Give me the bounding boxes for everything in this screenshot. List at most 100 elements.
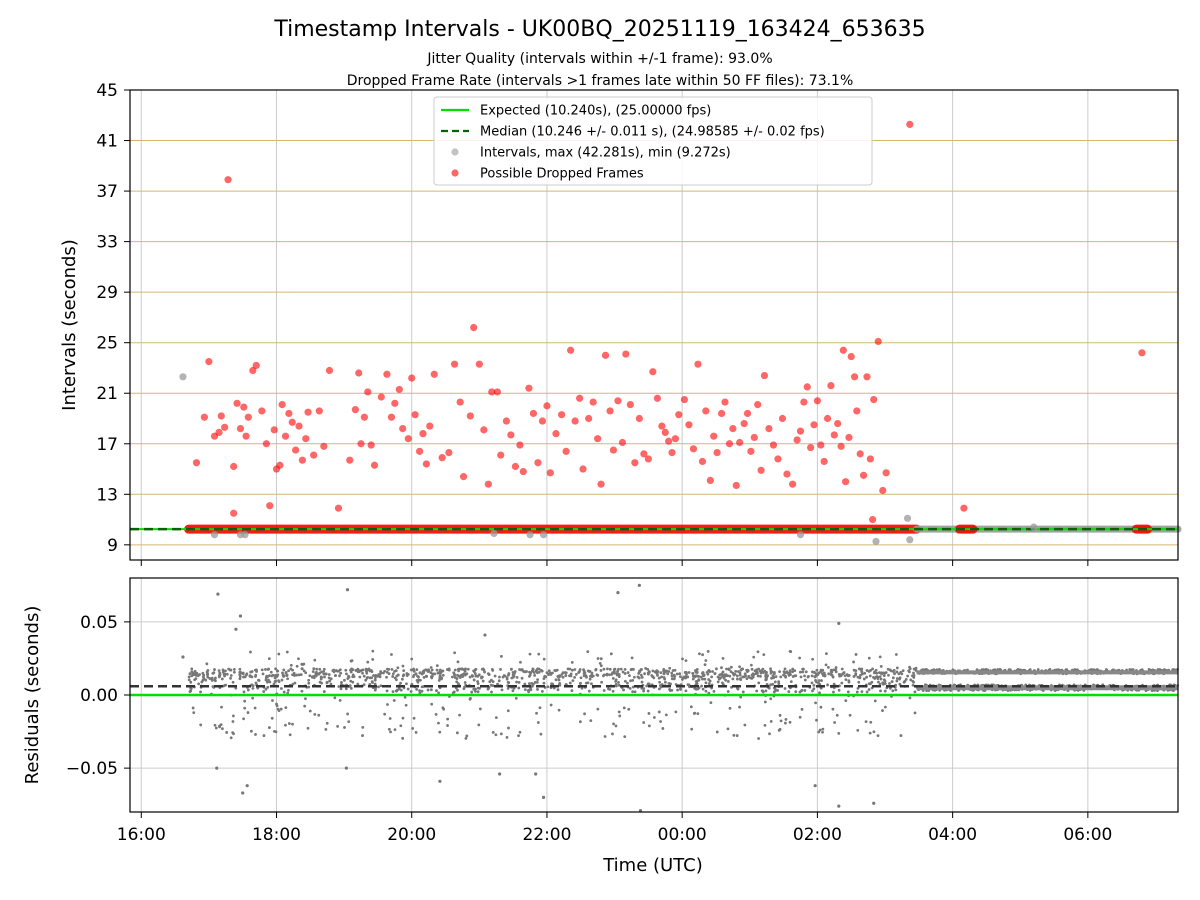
legend-entry-2: Intervals, max (42.281s), min (9.272s) [480, 146, 731, 161]
residual-point-12 [344, 766, 348, 770]
dropped-frame-point-74 [511, 462, 519, 471]
dropped-frame-point-46 [383, 370, 391, 378]
dropped-frame-point-96 [609, 446, 618, 454]
dropped-frame-point-61 [450, 360, 459, 368]
x-tick-label-2: 20:00 [387, 825, 436, 845]
dropped-frame-point-66 [475, 360, 483, 368]
dropped-frame-point-91 [589, 398, 597, 406]
dropped-frame-point-24 [288, 418, 296, 426]
interval-point-9 [903, 514, 912, 522]
dropped-frame-point-51 [404, 435, 412, 443]
dropped-frame-point-33 [325, 366, 334, 375]
dropped-frame-point-128 [740, 419, 748, 428]
dropped-frame-point-68 [484, 480, 492, 488]
dropped-frame-point-100 [626, 400, 634, 409]
dropped-frame-point-138 [778, 414, 787, 423]
dropped-frame-point-7 [215, 428, 223, 436]
residual-point-14 [498, 772, 502, 776]
dropped-frame-point-137 [774, 455, 782, 463]
dropped-frame-point-150 [823, 414, 832, 423]
dropped-frame-point-163 [863, 373, 871, 381]
dropped-frame-point-118 [702, 407, 710, 415]
interval-point-1 [210, 531, 219, 539]
bottom-ytick-label-2: −0.05 [66, 759, 118, 779]
legend: Expected (10.240s), (25.00000 fps) Median… [433, 96, 873, 186]
dropped-frame-point-114 [685, 421, 693, 429]
interval-point-8 [872, 537, 880, 546]
residual-point-15 [534, 772, 538, 776]
dropped-frame-point-127 [736, 438, 744, 447]
dropped-frame-point-27 [298, 456, 307, 464]
dropped-frame-point-103 [640, 450, 648, 458]
residual-point-9 [215, 766, 219, 770]
dropped-frame-point-80 [538, 417, 547, 425]
dropped-frame-point-172 [1138, 349, 1146, 357]
dropped-frame-point-140 [789, 480, 797, 488]
y-axis-label-intervals: Intervals (seconds) [59, 239, 80, 411]
dropped-frame-point-110 [668, 449, 676, 457]
dropped-frame-point-154 [837, 442, 845, 450]
x-tick-label-7: 06:00 [1063, 825, 1112, 845]
dropped-frame-point-9 [221, 423, 229, 431]
y-axis-label-residuals: Residuals (seconds) [22, 606, 43, 785]
dropped-frame-point-30 [310, 451, 318, 459]
dropped-frame-point-11 [233, 399, 241, 407]
dropped-frame-point-22 [281, 432, 290, 440]
dropped-frame-point-115 [689, 445, 698, 453]
dropped-frame-point-158 [847, 352, 855, 361]
dropped-frame-point-38 [351, 406, 359, 414]
dropped-frame-point-170 [906, 120, 914, 128]
dropped-frame-point-136 [769, 441, 778, 449]
dropped-frame-point-44 [370, 461, 379, 469]
x-tick-label-3: 22:00 [522, 825, 571, 845]
dropped-frame-point-72 [502, 417, 510, 425]
dropped-frame-point-85 [562, 447, 570, 455]
dropped-frame-point-166 [874, 337, 882, 346]
dropped-frame-point-2 [249, 366, 257, 375]
residual-point-17 [638, 808, 643, 813]
top-ytick-label-3: 21 [96, 384, 118, 404]
dropped-frame-point-161 [856, 450, 864, 458]
dropped-frame-point-113 [680, 395, 689, 404]
top-plot-frame [129, 89, 1179, 561]
dropped-frame-point-60 [445, 449, 453, 457]
legend-entry-1: Median (10.246 +/- 0.011 s), (24.98585 +… [480, 125, 825, 140]
interval-point-0 [179, 373, 187, 381]
interval-point-7 [796, 531, 805, 539]
dropped-frame-point-69 [488, 388, 496, 396]
top-ytick-label-7: 37 [96, 182, 118, 202]
residual-point-18 [813, 784, 817, 788]
residual-point-0 [216, 592, 220, 596]
interval-point-5 [526, 531, 534, 539]
dropped-frame-point-102 [635, 414, 643, 423]
dropped-frame-point-18 [270, 426, 278, 434]
dropped-frame-point-14 [242, 432, 250, 440]
dropped-frame-point-40 [357, 440, 365, 448]
dropped-frame-point-109 [665, 437, 673, 445]
dropped-frame-point-5 [200, 413, 208, 421]
dropped-frame-point-54 [416, 447, 424, 455]
dropped-frame-point-28 [302, 435, 310, 443]
dropped-frame-point-53 [411, 411, 419, 419]
dropped-frame-point-129 [743, 409, 752, 418]
residual-point-7 [483, 633, 487, 637]
top-ytick-label-9: 45 [96, 81, 118, 101]
dropped-frame-point-151 [827, 382, 835, 390]
dropped-frame-point-126 [732, 481, 740, 490]
dropped-frame-point-86 [567, 346, 575, 354]
dropped-frame-point-153 [834, 419, 842, 428]
dropped-frame-point-130 [747, 447, 755, 455]
dropped-frame-point-160 [853, 407, 861, 415]
dropped-frame-point-169 [869, 515, 877, 524]
bottom-ytick-label-1: 0.00 [80, 686, 118, 706]
dropped-frame-point-93 [597, 480, 605, 488]
dropped-frame-point-64 [466, 412, 474, 420]
dropped-frame-point-58 [430, 370, 438, 378]
dropped-frame-point-142 [796, 427, 805, 435]
dropped-frame-point-76 [519, 467, 527, 476]
dropped-frame-point-133 [757, 466, 765, 474]
dropped-frame-point-16 [258, 407, 266, 415]
dropped-frame-point-95 [606, 407, 614, 415]
dropped-frame-point-141 [793, 436, 801, 444]
interval-point-11 [1030, 523, 1038, 531]
